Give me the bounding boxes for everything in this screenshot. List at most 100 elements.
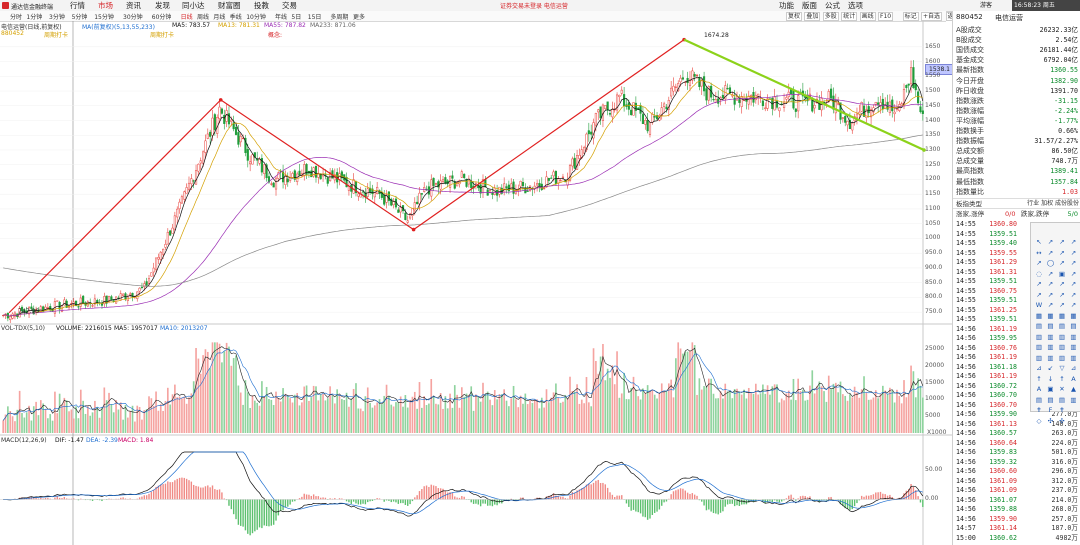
- draw-tool-icon[interactable]: ▦: [1035, 311, 1043, 320]
- draw-tool-icon[interactable]: ▥: [1070, 343, 1077, 351]
- draw-tool-icon[interactable]: ✝: [1036, 406, 1042, 414]
- menu-item-0[interactable]: 行情: [70, 1, 85, 10]
- draw-tool-icon[interactable]: ↗: [1059, 248, 1065, 257]
- draw-tool-icon[interactable]: ▥: [1070, 332, 1077, 341]
- draw-tool-icon[interactable]: ✕: [1059, 385, 1065, 393]
- draw-tool-icon[interactable]: ▤: [1058, 322, 1066, 330]
- draw-tool-icon[interactable]: ↗: [1036, 290, 1042, 299]
- draw-tool-icon[interactable]: ▤: [1035, 395, 1043, 404]
- toolbar-button-4[interactable]: 画线: [859, 12, 876, 21]
- draw-tool-icon[interactable]: ↗: [1070, 238, 1077, 246]
- draw-tool-icon[interactable]: A: [1071, 374, 1076, 383]
- right-menu-item-1[interactable]: 版面: [802, 1, 817, 10]
- draw-tool-icon[interactable]: ▲: [1071, 385, 1076, 393]
- draw-tool-icon[interactable]: ↗: [1036, 259, 1042, 267]
- draw-tool-icon[interactable]: ▥: [1047, 343, 1054, 351]
- period-16[interactable]: 更多: [353, 14, 366, 21]
- draw-tool-icon[interactable]: ▽: [1059, 364, 1065, 372]
- draw-tool-icon[interactable]: ▥: [1058, 343, 1066, 351]
- macd-indicator[interactable]: MACD(12,26,9): [1, 437, 47, 444]
- draw-tool-icon[interactable]: ↑: [1059, 374, 1065, 383]
- draw-tool-icon[interactable]: ◇: [1036, 416, 1042, 425]
- draw-tool-icon[interactable]: ▥: [1058, 332, 1066, 341]
- period-10[interactable]: 季线: [229, 14, 242, 21]
- draw-tool-icon[interactable]: ↗: [1070, 269, 1077, 278]
- draw-tool-icon[interactable]: ▥: [1070, 353, 1077, 362]
- draw-tool-icon[interactable]: ↑: [1036, 374, 1042, 383]
- toolbar-button-7[interactable]: +自选: [921, 12, 943, 21]
- draw-tool-icon[interactable]: ↗: [1047, 238, 1054, 246]
- period-13[interactable]: 5日: [291, 14, 302, 21]
- draw-tool-icon[interactable]: ▤: [1058, 395, 1066, 404]
- draw-tool-icon[interactable]: ✝: [1059, 406, 1065, 414]
- period-12[interactable]: 年线: [275, 14, 288, 21]
- draw-tool-icon[interactable]: ▣: [1058, 269, 1066, 278]
- draw-tool-icon[interactable]: ▤: [1047, 395, 1054, 404]
- draw-tool-icon[interactable]: ✣: [1059, 416, 1065, 425]
- draw-tool-icon[interactable]: ↓: [1047, 374, 1054, 383]
- period-3[interactable]: 5分钟: [71, 14, 88, 21]
- period-0[interactable]: 分时: [10, 14, 23, 21]
- draw-tool-icon[interactable]: ↗: [1070, 301, 1077, 309]
- draw-tool-icon[interactable]: [1069, 405, 1079, 416]
- ma-settings[interactable]: MA(前复权)(5,13,55,233): [82, 24, 155, 31]
- toolbar-button-3[interactable]: 统计: [841, 12, 858, 21]
- period-7[interactable]: 日线: [180, 14, 193, 21]
- period-11[interactable]: 10分钟: [246, 14, 266, 21]
- toolbar-button-6[interactable]: 标记: [902, 12, 919, 21]
- draw-tool-icon[interactable]: ▤: [1047, 322, 1054, 330]
- menu-item-7[interactable]: 交易: [282, 1, 297, 10]
- menu-item-4[interactable]: 同小达: [182, 1, 205, 10]
- draw-tool-icon[interactable]: ↗: [1047, 269, 1054, 278]
- draw-tool-icon[interactable]: ⊿: [1036, 364, 1042, 372]
- draw-tool-icon[interactable]: ▤: [1035, 322, 1043, 330]
- login-notice[interactable]: 证券交易未登录 电信运营: [500, 3, 568, 10]
- draw-tool-icon[interactable]: ↙: [1047, 364, 1054, 372]
- draw-tool-icon[interactable]: ↗: [1047, 290, 1054, 299]
- period-1[interactable]: 1分钟: [26, 14, 43, 21]
- draw-tool-icon[interactable]: ↗: [1059, 290, 1065, 299]
- draw-tool-icon[interactable]: ▥: [1070, 395, 1077, 404]
- draw-tool-icon[interactable]: ↗: [1059, 259, 1065, 267]
- vol-indicator[interactable]: VOL-TDX(5,10): [1, 325, 46, 332]
- right-menu-item-3[interactable]: 选项: [848, 1, 863, 10]
- toolbar-button-1[interactable]: 叠加: [804, 12, 821, 21]
- draw-tool-icon[interactable]: ▤: [1070, 322, 1077, 330]
- draw-tool-icon[interactable]: ▦: [1047, 311, 1054, 320]
- toolbar-button-2[interactable]: 多股: [822, 12, 839, 21]
- toolbar-button-0[interactable]: 复权: [786, 12, 803, 21]
- draw-tool-icon[interactable]: ↗: [1070, 248, 1077, 257]
- draw-tool-icon[interactable]: ↗: [1059, 280, 1065, 288]
- draw-tool-icon[interactable]: ↗: [1070, 280, 1077, 288]
- draw-tool-icon[interactable]: [1069, 416, 1079, 427]
- draw-tool-icon[interactable]: ↗: [1036, 280, 1042, 288]
- period-8[interactable]: 周线: [197, 14, 210, 21]
- draw-tool-icon[interactable]: ↗: [1047, 301, 1054, 309]
- draw-tool-icon[interactable]: A: [1036, 385, 1042, 393]
- menu-item-6[interactable]: 投教: [254, 1, 269, 10]
- menu-item-2[interactable]: 资讯: [126, 1, 141, 10]
- draw-tool-icon[interactable]: ↗: [1059, 301, 1065, 309]
- right-menu-item-0[interactable]: 功能: [779, 1, 794, 10]
- draw-tool-icon[interactable]: ⊿: [1070, 364, 1077, 372]
- draw-tool-icon[interactable]: ▥: [1047, 332, 1054, 341]
- draw-tool-icon[interactable]: ◯: [1046, 259, 1055, 267]
- draw-tool-icon[interactable]: ▥: [1035, 353, 1043, 362]
- period-2[interactable]: 3分钟: [49, 14, 65, 21]
- draw-tool-icon[interactable]: ▥: [1047, 353, 1054, 362]
- draw-tool-icon[interactable]: ↗: [1070, 290, 1077, 299]
- draw-tool-icon[interactable]: ↖: [1036, 238, 1042, 246]
- kline-chart[interactable]: [0, 21, 952, 545]
- draw-tool-icon[interactable]: ↗: [1059, 238, 1065, 246]
- board-tabs[interactable]: 行业 加权 成份股份: [1027, 200, 1079, 207]
- period-15[interactable]: 多周期: [330, 14, 349, 21]
- period-9[interactable]: 月线: [213, 14, 226, 21]
- period-5[interactable]: 30分钟: [123, 14, 143, 21]
- draw-tool-icon[interactable]: ▥: [1035, 332, 1043, 341]
- draw-tool-icon[interactable]: W: [1035, 301, 1043, 309]
- draw-tool-icon[interactable]: ↔: [1036, 248, 1042, 257]
- menu-item-3[interactable]: 发现: [155, 1, 170, 10]
- draw-tool-icon[interactable]: ↗: [1070, 259, 1077, 267]
- draw-tool-icon[interactable]: ▥: [1058, 353, 1066, 362]
- toolbar-button-5[interactable]: F10: [878, 12, 894, 21]
